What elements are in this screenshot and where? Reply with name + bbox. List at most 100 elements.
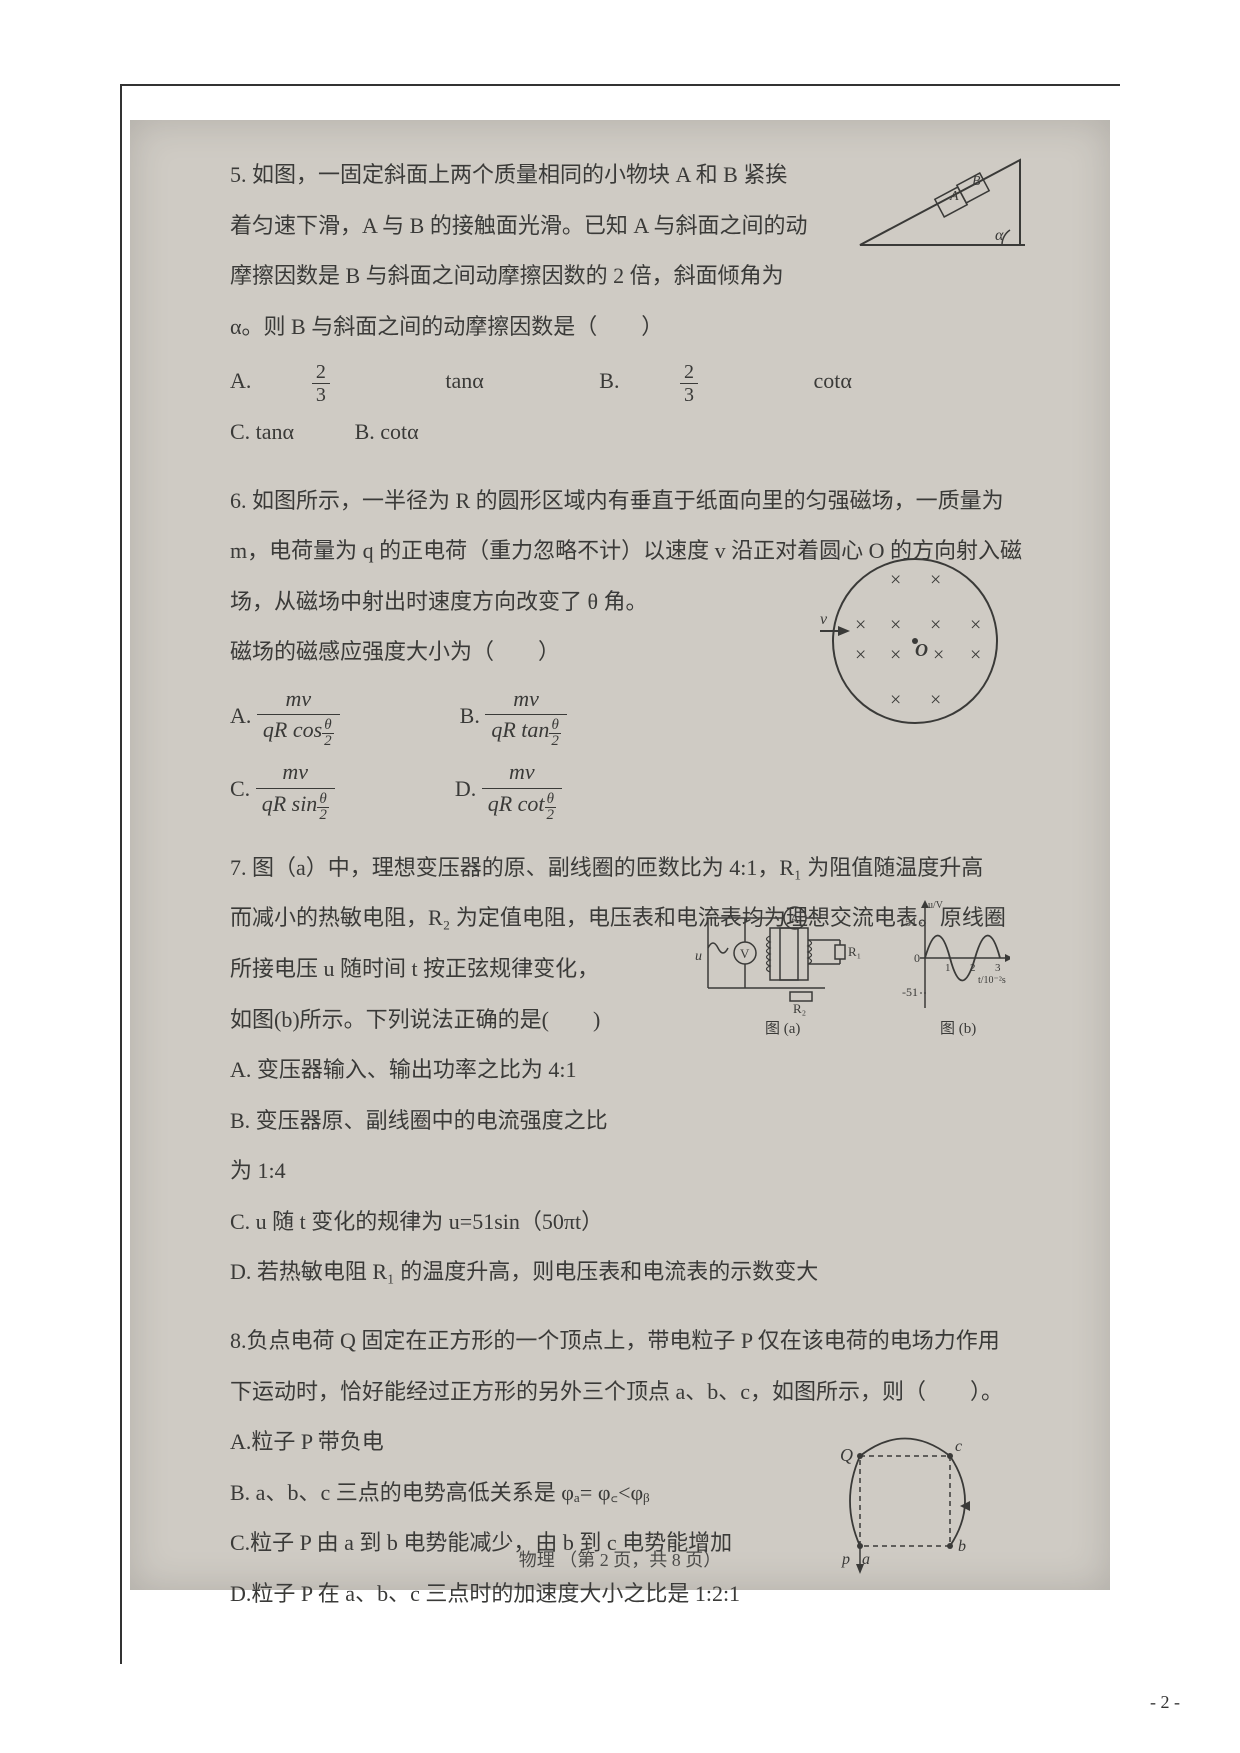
sq-p: p <box>841 1551 850 1568</box>
x-mark: × <box>890 689 901 711</box>
q6-b-sn: θ <box>549 718 561 734</box>
q5-figure: B A α <box>850 150 1030 279</box>
wave-x2: 2 <box>970 962 976 974</box>
q5-b-pre: B. <box>599 356 619 407</box>
q6-d-lbl: D. <box>455 776 476 801</box>
q6-l1: 6. 如图所示，一半径为 R 的圆形区域内有垂直于纸面向里的匀强磁场，一质量为 <box>230 476 1050 527</box>
q5-optC: C. tanα <box>230 407 294 458</box>
top-rule <box>120 84 1120 86</box>
fig-b-label: 图 (b) <box>940 1020 976 1037</box>
question-7: 7. 图（a）中，理想变压器的原、副线圈的匝数比为 4:1，R₁ 为阻值随温度升… <box>230 843 1050 1298</box>
q6-row2: C. mv qR sinθ2 D. mv qR cotθ2 <box>230 757 1050 824</box>
q5-a-frac: 23 <box>312 361 385 406</box>
q6-d-sd: 2 <box>545 808 557 823</box>
q6-a-num: mv <box>257 684 340 715</box>
circ-v-label: v <box>820 611 828 628</box>
q6-a-sn: θ <box>322 718 334 734</box>
x-mark: × <box>930 689 941 711</box>
q6-d-sn: θ <box>545 792 557 808</box>
sq-c: c <box>955 1438 962 1455</box>
sq-b: b <box>958 1538 966 1555</box>
q6-b-subfrac: θ2 <box>549 718 561 749</box>
wave-x1: 1 <box>945 962 951 974</box>
q6-c-sd: 2 <box>317 808 329 823</box>
x-mark: × <box>855 644 866 666</box>
page-footer: 物理 （第 2 页，共 8 页） <box>519 1546 722 1572</box>
q6-b-num: mv <box>485 684 567 715</box>
voltmeter-label: V <box>740 946 750 961</box>
question-5: 5. 如图，一固定斜面上两个质量相同的小物块 A 和 B 紧挨 着匀速下滑，A … <box>230 150 1050 458</box>
page-number: - 2 - <box>1150 1692 1180 1713</box>
q6-b-denpre: qR tan <box>491 717 549 742</box>
x-mark: × <box>930 614 941 636</box>
q6-optA: A. mv qR cosθ2 <box>230 684 340 751</box>
tri-A-label: A <box>949 189 959 204</box>
q6-b-den: qR tanθ2 <box>485 715 567 751</box>
q6-a-denpre: qR cos <box>263 717 322 742</box>
q7-l1: 7. 图（a）中，理想变压器的原、副线圈的匝数比为 4:1，R₁ 为阻值随温度升… <box>230 843 1050 894</box>
q5-l4: α。则 B 与斜面之间的动摩擦因数是（ ） <box>230 302 1050 353</box>
q8-l1: 8.负点电荷 Q 固定在正方形的一个顶点上，带电粒子 P 仅在该电荷的电场力作用 <box>230 1316 1050 1367</box>
u-label: u <box>695 949 702 964</box>
x-mark: × <box>890 644 901 666</box>
q5-b-den: 3 <box>680 384 698 406</box>
square-diagram: Q c b a p <box>830 1426 990 1586</box>
q5-a-num: 2 <box>312 361 330 384</box>
q5-optD: B. cotα <box>355 407 419 458</box>
question-8: 8.负点电荷 Q 固定在正方形的一个顶点上，带电粒子 P 仅在该电荷的电场力作用… <box>230 1316 1050 1620</box>
question-6: 6. 如图所示，一半径为 R 的圆形区域内有垂直于纸面向里的匀强磁场，一质量为 … <box>230 476 1050 825</box>
x-mark: × <box>890 614 901 636</box>
r2-label: R₂ <box>793 1001 806 1016</box>
x-mark: × <box>855 614 866 636</box>
q6-c-sn: θ <box>317 792 329 808</box>
q5-a-den: 3 <box>312 384 330 406</box>
wave-y2: 0 <box>914 951 920 965</box>
q6-d-subfrac: θ2 <box>545 792 557 823</box>
q6-c-subfrac: θ2 <box>317 792 329 823</box>
q5-a-post: tanα <box>445 356 483 407</box>
q5-b-num: 2 <box>680 361 698 384</box>
q6-d-denpre: qR cot <box>488 791 545 816</box>
q6-optB: B. mv qR tanθ2 <box>460 684 567 751</box>
q5-b-post: cotα <box>813 356 851 407</box>
scanned-page: 5. 如图，一固定斜面上两个质量相同的小物块 A 和 B 紧挨 着匀速下滑，A … <box>130 120 1110 1590</box>
q5-optA: A. 23 tanα <box>230 356 539 407</box>
q6-b-sd: 2 <box>549 734 561 749</box>
wave-yunit: u/V <box>928 900 944 911</box>
q5-options: A. 23 tanα B. 23 cotα C. tanα B. cotα <box>230 356 1050 457</box>
x-mark: × <box>930 569 941 591</box>
q6-a-den: qR cosθ2 <box>257 715 340 751</box>
q7-oC: C. u 随 t 变化的规律为 u=51sin（50πt） <box>230 1197 1050 1248</box>
q5-optB: B. 23 cotα <box>599 356 907 407</box>
transformer-diagram: A V u <box>690 898 1010 1048</box>
q6-c-den: qR sinθ2 <box>256 789 335 825</box>
q6-a-subfrac: θ2 <box>322 718 334 749</box>
q6-a-frac: mv qR cosθ2 <box>257 684 340 751</box>
content-area: 5. 如图，一固定斜面上两个质量相同的小物块 A 和 B 紧挨 着匀速下滑，A … <box>230 150 1050 1620</box>
q6-optD: D. mv qR cotθ2 <box>455 757 562 824</box>
q7-oB2: 为 1:4 <box>230 1146 1050 1197</box>
r1-label: R₁ <box>848 944 861 959</box>
q6-b-lbl: B. <box>460 703 480 728</box>
q7-oB: B. 变压器原、副线圈中的电流强度之比 <box>230 1096 1050 1147</box>
triangle-diagram: B A α <box>850 150 1030 260</box>
q6-c-num: mv <box>256 757 335 788</box>
q6-figure: × × × × × × × × × × × × O v <box>820 546 1010 755</box>
ammeter-label: A <box>790 911 800 926</box>
sq-Q: Q <box>840 1445 853 1465</box>
q8-figure: Q c b a p <box>830 1426 990 1605</box>
q6-optC: C. mv qR sinθ2 <box>230 757 335 824</box>
left-rule <box>120 84 122 1664</box>
circ-O-label: O <box>915 640 928 660</box>
q8-l2: 下运动时，恰好能经过正方形的另外三个顶点 a、b、c，如图所示，则（ ）。 <box>230 1367 1050 1418</box>
q6-d-frac: mv qR cotθ2 <box>482 757 562 824</box>
x-mark: × <box>933 644 944 666</box>
fig-a-label: 图 (a) <box>765 1020 800 1037</box>
q6-c-denpre: qR sin <box>262 791 318 816</box>
x-mark: × <box>970 614 981 636</box>
q7-figure: A V u <box>690 898 1010 1067</box>
x-mark: × <box>970 644 981 666</box>
q6-b-frac: mv qR tanθ2 <box>485 684 567 751</box>
q6-a-sd: 2 <box>322 734 334 749</box>
q6-c-frac: mv qR sinθ2 <box>256 757 335 824</box>
